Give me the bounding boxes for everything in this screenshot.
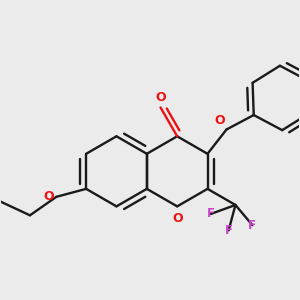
Text: O: O: [214, 114, 225, 127]
Text: O: O: [156, 91, 167, 104]
Text: F: F: [225, 224, 232, 237]
Text: O: O: [43, 190, 54, 203]
Text: F: F: [248, 219, 256, 232]
Text: F: F: [207, 208, 215, 220]
Text: O: O: [173, 212, 183, 225]
